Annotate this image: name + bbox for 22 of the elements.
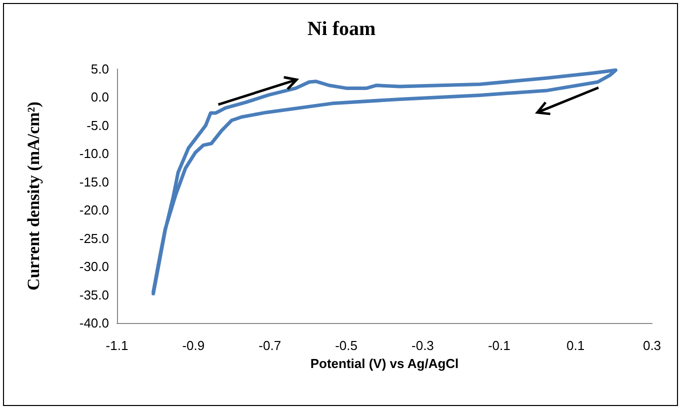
line-series bbox=[152, 68, 618, 296]
y-tick-label: -30.0 bbox=[79, 259, 109, 274]
chart-title: Ni foam bbox=[307, 18, 376, 40]
x-tick-label: 0.3 bbox=[642, 338, 662, 353]
x-axis-title: Potential (V) vs Ag/AgCl bbox=[310, 356, 459, 371]
y-tick-label: -15.0 bbox=[79, 174, 109, 190]
y-tick-label: -35.0 bbox=[79, 287, 109, 302]
y-tick-label: 0.0 bbox=[90, 90, 109, 105]
y-tick-label: -10.0 bbox=[79, 146, 109, 162]
y-axis-title: Current density (mA/cm²) bbox=[24, 102, 43, 290]
y-tick-label: -25.0 bbox=[79, 230, 109, 246]
x-tick-label: -0.1 bbox=[488, 338, 510, 353]
x-tick-label: -1.1 bbox=[106, 338, 128, 353]
y-tick-label: 5.0 bbox=[90, 62, 109, 76]
y-tick-label: -20.0 bbox=[79, 202, 109, 218]
x-tick-label: -0.7 bbox=[258, 338, 282, 353]
x-tick-label: -0.5 bbox=[335, 338, 358, 353]
x-tick-label: -0.3 bbox=[412, 338, 434, 353]
x-tick-label: -0.9 bbox=[182, 338, 205, 353]
y-tick-label: -40.0 bbox=[79, 316, 109, 330]
y-tick-label: -5.0 bbox=[86, 118, 109, 133]
x-tick-label: 0.1 bbox=[566, 338, 585, 353]
